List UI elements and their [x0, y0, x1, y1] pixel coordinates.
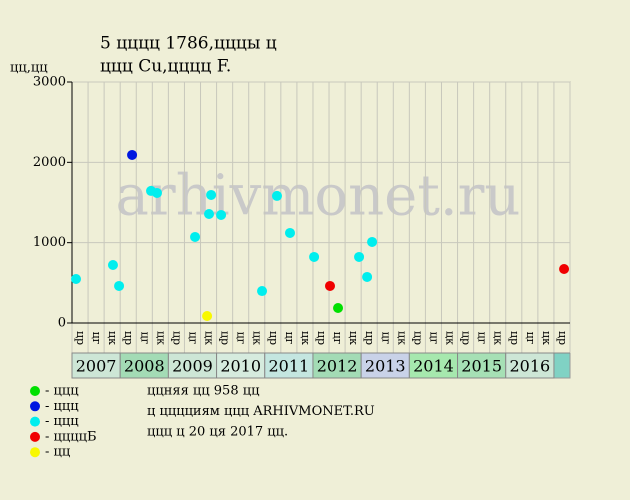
column-label: цр: [219, 331, 232, 345]
column-label: цг: [379, 332, 392, 345]
note: ц цццциям ццц ARHIVMONET.RU: [147, 404, 375, 419]
note: ццняя цц 958 цц: [147, 384, 259, 399]
point: [333, 302, 344, 313]
column-label: цг: [283, 332, 296, 345]
column-label: цк: [395, 331, 408, 345]
legend-label: - ццц: [45, 399, 79, 414]
column-label: цк: [251, 331, 264, 345]
point: [202, 311, 213, 322]
y-axis-label: цц,цц: [10, 61, 48, 76]
column-label: цр: [122, 331, 135, 345]
point: [559, 264, 570, 275]
point: [204, 208, 215, 219]
column-label: цк: [154, 331, 167, 345]
point: [114, 280, 125, 291]
legend-label: - ццццБ: [45, 429, 97, 444]
column-label: цр: [556, 331, 569, 345]
column-label: цг: [476, 332, 489, 345]
column-label: цк: [540, 331, 553, 345]
year-cell: [408, 352, 459, 379]
column-label: цр: [315, 331, 328, 345]
point: [362, 271, 373, 282]
column-label: цр: [267, 331, 280, 345]
year-label: 2014: [413, 357, 454, 376]
column-label: цк: [299, 331, 312, 345]
legend-label: - ццц: [45, 384, 79, 399]
column-label: цг: [331, 332, 344, 345]
legend-swatch: [30, 416, 40, 427]
column-label: цк: [444, 331, 457, 345]
note: ццц ц 20 ця 2017 цц.: [147, 425, 288, 440]
column-label: цк: [203, 331, 216, 345]
point: [309, 251, 320, 262]
year-cell: [119, 352, 169, 379]
point: [271, 190, 282, 201]
column-label: цг: [186, 332, 199, 345]
point: [324, 280, 335, 291]
year-cell: [550, 353, 570, 378]
column-label: цк: [492, 331, 505, 345]
legend-swatch: [30, 401, 40, 412]
year-label: 2013: [365, 357, 406, 376]
column-label: цк: [106, 331, 119, 345]
point: [206, 189, 217, 200]
point: [107, 259, 118, 270]
year-label: 2009: [172, 357, 213, 376]
point: [257, 286, 268, 297]
year-label: 2011: [269, 357, 310, 376]
year-label: 2015: [461, 357, 502, 376]
point: [354, 251, 365, 262]
column-label: цг: [427, 332, 440, 345]
point: [216, 209, 227, 220]
legend-swatch: [30, 386, 40, 396]
point: [190, 231, 201, 242]
year-label: 2010: [220, 357, 261, 376]
legend-swatch: [30, 431, 40, 442]
year-cell: [505, 352, 555, 379]
column-label: цр: [74, 331, 87, 345]
column-label: цг: [524, 332, 537, 345]
legend-label: - ццц: [45, 414, 79, 429]
year-label: 2012: [317, 357, 358, 376]
y-tick-label: 3000: [33, 75, 66, 90]
legend-swatch: [30, 447, 40, 458]
column-label: цр: [170, 331, 183, 345]
column-label: цр: [411, 331, 424, 345]
year-cell: [360, 352, 410, 379]
y-tick-label: 2000: [33, 155, 66, 170]
point: [151, 187, 162, 198]
chart-title: 5 цццц 1786,цццы ц: [100, 34, 277, 54]
legend-label: - цц: [45, 445, 70, 460]
column-label: цк: [347, 331, 360, 345]
y-tick-label: 1000: [33, 235, 66, 250]
year-label: 2016: [509, 357, 550, 376]
year-label: 2007: [76, 357, 117, 376]
year-cell: [264, 352, 314, 379]
column-label: цг: [90, 332, 103, 345]
point: [284, 227, 295, 238]
column-label: цг: [138, 332, 151, 345]
y-tick-label: 0: [58, 316, 66, 331]
column-label: цр: [460, 331, 473, 345]
point: [367, 236, 378, 247]
column-label: цр: [363, 331, 376, 345]
column-label: цр: [508, 331, 521, 345]
year-label: 2008: [124, 357, 165, 376]
watermark: arhivmonet.ru: [116, 164, 521, 229]
column-label: цг: [235, 332, 248, 345]
point: [127, 149, 138, 160]
point: [71, 273, 82, 284]
year-cell: [216, 352, 266, 379]
chart-subtitle: ццц Cu,цццц F.: [100, 57, 231, 77]
